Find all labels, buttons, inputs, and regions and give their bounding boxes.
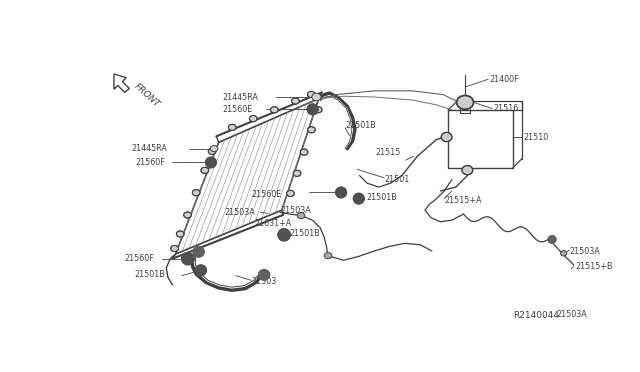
Ellipse shape bbox=[210, 145, 218, 152]
Ellipse shape bbox=[208, 148, 216, 154]
Ellipse shape bbox=[324, 253, 332, 259]
Ellipse shape bbox=[171, 246, 179, 251]
Ellipse shape bbox=[292, 98, 300, 104]
Ellipse shape bbox=[462, 166, 473, 175]
Ellipse shape bbox=[548, 235, 556, 243]
Ellipse shape bbox=[336, 187, 346, 198]
Text: 21445RA: 21445RA bbox=[223, 93, 259, 102]
Text: 21501: 21501 bbox=[384, 175, 410, 184]
Text: 21501B: 21501B bbox=[134, 270, 164, 279]
Text: 21503A: 21503A bbox=[556, 310, 587, 319]
Text: 21501B: 21501B bbox=[367, 193, 397, 202]
Ellipse shape bbox=[297, 212, 305, 219]
Text: 21560F: 21560F bbox=[136, 158, 165, 167]
Ellipse shape bbox=[193, 246, 204, 257]
Ellipse shape bbox=[580, 307, 588, 315]
Ellipse shape bbox=[561, 251, 566, 256]
Text: 21515+B: 21515+B bbox=[575, 262, 612, 271]
Text: 21503: 21503 bbox=[251, 277, 276, 286]
Ellipse shape bbox=[177, 231, 184, 237]
Ellipse shape bbox=[353, 193, 364, 204]
Ellipse shape bbox=[441, 132, 452, 142]
Text: 21503A: 21503A bbox=[280, 206, 311, 215]
Ellipse shape bbox=[196, 265, 206, 276]
Ellipse shape bbox=[228, 124, 236, 131]
Ellipse shape bbox=[300, 149, 308, 155]
Ellipse shape bbox=[456, 96, 474, 109]
Text: 21445RA: 21445RA bbox=[132, 144, 168, 153]
Ellipse shape bbox=[308, 127, 316, 133]
Ellipse shape bbox=[201, 167, 209, 173]
Text: 21515+A: 21515+A bbox=[444, 196, 482, 205]
Ellipse shape bbox=[312, 93, 321, 101]
Ellipse shape bbox=[307, 92, 315, 97]
Text: 21503A: 21503A bbox=[224, 208, 255, 217]
Text: 21400F: 21400F bbox=[490, 75, 519, 84]
Ellipse shape bbox=[259, 269, 269, 280]
Text: 21501B: 21501B bbox=[345, 121, 376, 130]
Text: 21560E: 21560E bbox=[223, 105, 253, 114]
Ellipse shape bbox=[205, 157, 216, 168]
Ellipse shape bbox=[314, 107, 322, 113]
Ellipse shape bbox=[278, 229, 291, 241]
Ellipse shape bbox=[182, 253, 194, 265]
Ellipse shape bbox=[307, 104, 318, 115]
Text: 21560E: 21560E bbox=[251, 190, 281, 199]
Ellipse shape bbox=[271, 107, 278, 113]
Text: R2140044: R2140044 bbox=[513, 311, 559, 320]
Text: FRONT: FRONT bbox=[132, 82, 161, 109]
Text: 21631+A: 21631+A bbox=[255, 219, 292, 228]
Text: 21510: 21510 bbox=[524, 132, 549, 141]
Text: 21515: 21515 bbox=[375, 148, 401, 157]
Text: 21503A: 21503A bbox=[570, 247, 600, 256]
Text: 21516: 21516 bbox=[493, 104, 519, 113]
Ellipse shape bbox=[293, 170, 301, 176]
Text: 21501B: 21501B bbox=[289, 229, 320, 238]
Ellipse shape bbox=[287, 190, 294, 196]
Ellipse shape bbox=[193, 190, 200, 196]
Text: 21560F: 21560F bbox=[124, 254, 154, 263]
Ellipse shape bbox=[184, 212, 191, 218]
Ellipse shape bbox=[250, 116, 257, 122]
